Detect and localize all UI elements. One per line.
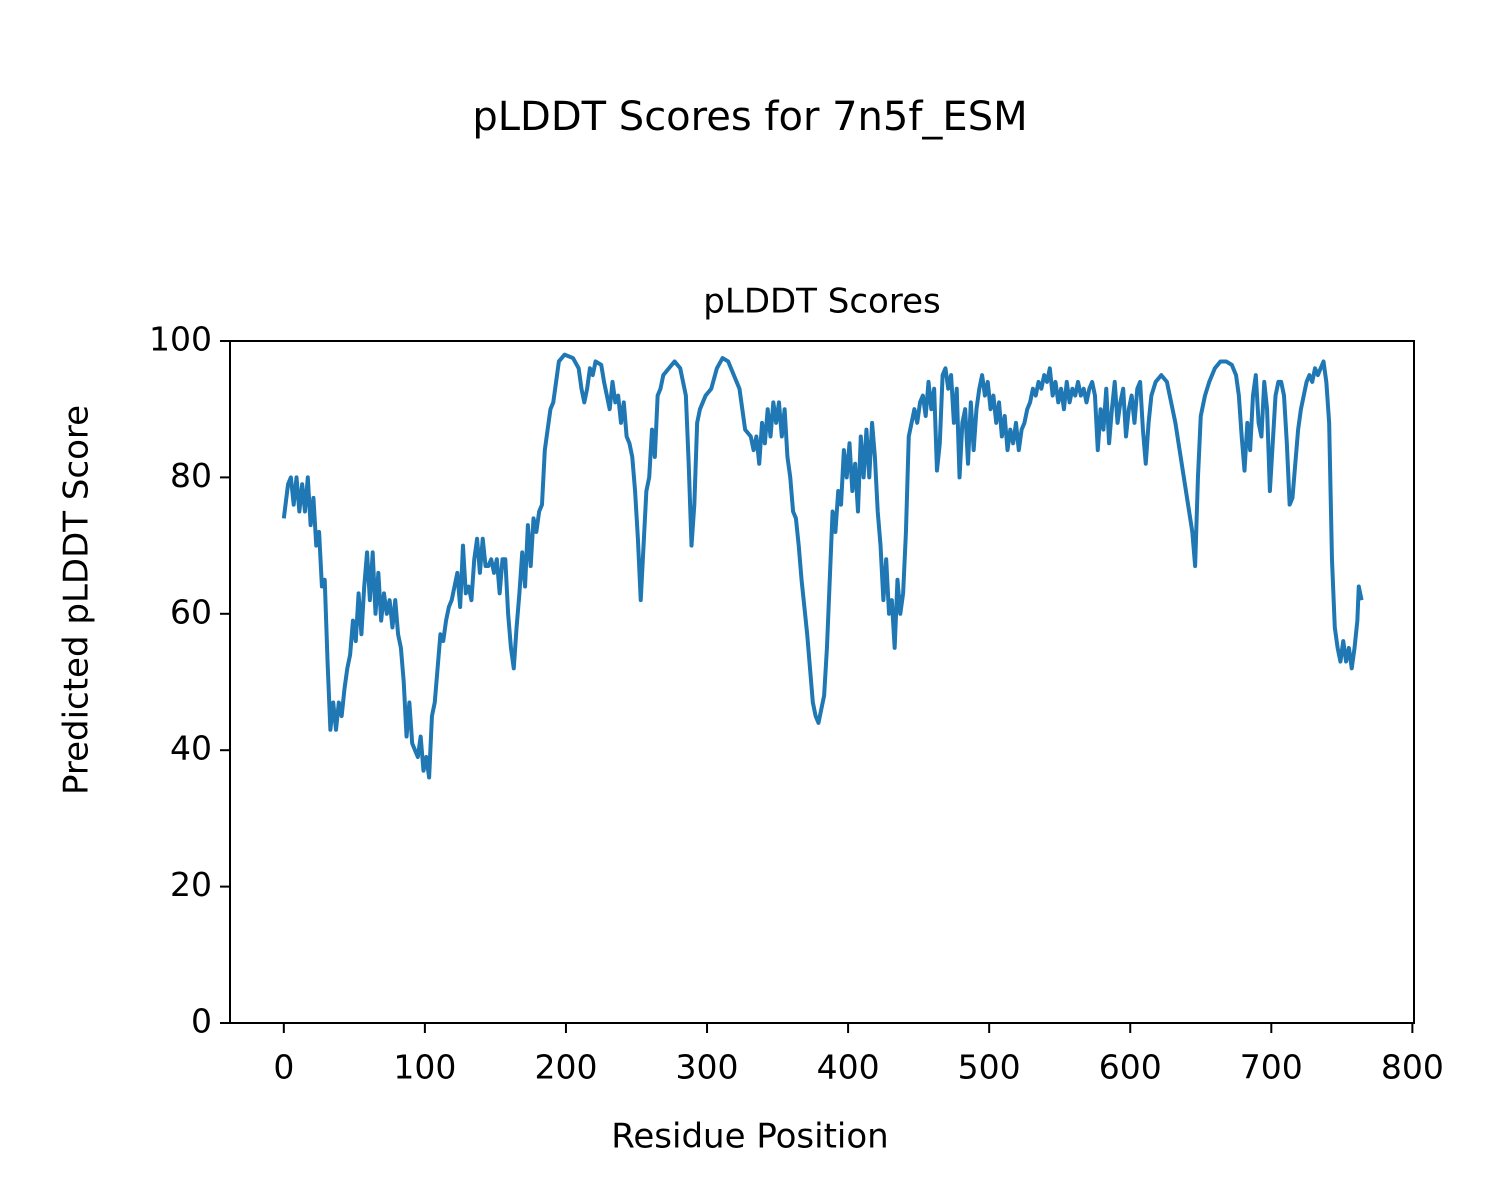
x-axis-label: Residue Position xyxy=(611,1117,888,1157)
x-tick-label: 600 xyxy=(1099,1048,1162,1087)
data-line xyxy=(281,352,1364,780)
x-tick-label: 200 xyxy=(534,1048,597,1087)
y-tick-label: 20 xyxy=(170,865,212,904)
y-tick-label: 60 xyxy=(170,592,212,631)
x-tick-label: 500 xyxy=(958,1048,1021,1087)
y-tick-label: 100 xyxy=(149,320,212,359)
x-tick-label: 400 xyxy=(817,1048,880,1087)
y-tick-label: 40 xyxy=(170,729,212,768)
x-tick-label: 300 xyxy=(676,1048,739,1087)
axes-title: pLDDT Scores xyxy=(703,282,940,322)
x-tick-label: 0 xyxy=(273,1048,294,1087)
y-axis-label: Predicted pLDDT Score xyxy=(57,405,97,795)
chart-title: pLDDT Scores for 7n5f_ESM xyxy=(472,94,1027,140)
axes-frame xyxy=(229,340,1415,1024)
x-tick-label: 700 xyxy=(1240,1048,1303,1087)
x-tick-label: 800 xyxy=(1381,1048,1444,1087)
y-tick-label: 80 xyxy=(170,456,212,495)
x-tick-label: 100 xyxy=(393,1048,456,1087)
y-tick-label: 0 xyxy=(191,1002,212,1041)
